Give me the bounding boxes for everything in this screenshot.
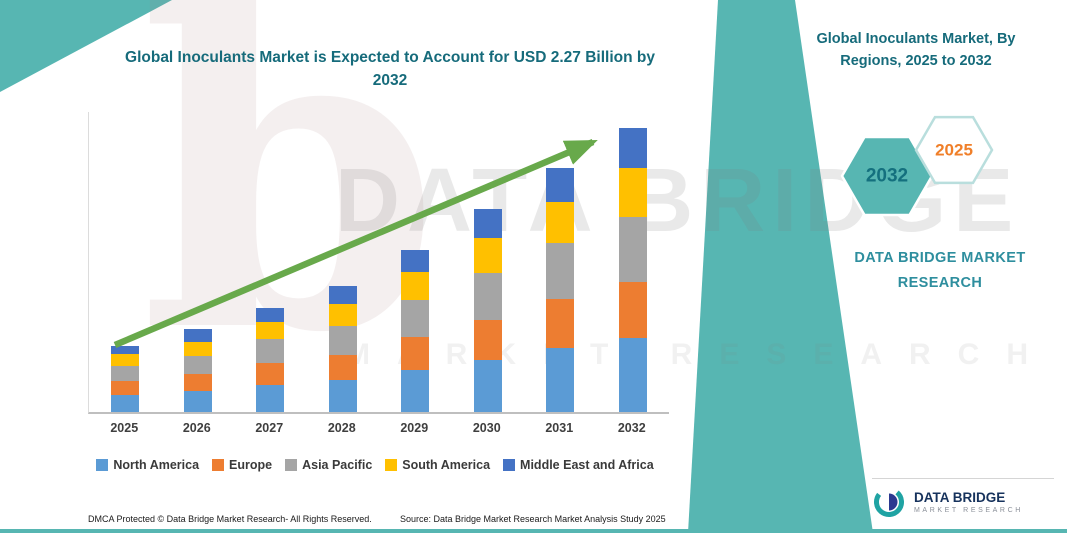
- bar-segment: [546, 168, 575, 202]
- bar-segment: [401, 337, 430, 370]
- legend-swatch: [503, 459, 516, 471]
- legend-item: Middle East and Africa: [503, 458, 654, 472]
- bar-column: [597, 128, 670, 412]
- bar-segment: [183, 329, 212, 342]
- bar-segment: [183, 374, 212, 391]
- bar-segment: [328, 379, 357, 412]
- bar-segment: [328, 285, 357, 305]
- bar-segment: [328, 325, 357, 355]
- brand-panel-text: DATA BRIDGE MARKET RESEARCH: [854, 250, 1026, 292]
- legend-swatch: [212, 459, 225, 471]
- bar-segment: [328, 354, 357, 380]
- bar-segment: [111, 394, 140, 412]
- x-axis-label: 2025: [110, 421, 139, 435]
- bar-segment: [473, 238, 502, 274]
- legend: North America Europe Asia Pacific South Ame…: [60, 458, 690, 472]
- x-axis-label: 2032: [617, 421, 646, 435]
- legend-label: Middle East and Africa: [520, 458, 654, 472]
- hexagon-2025-label: 2025: [935, 141, 973, 160]
- bar-segment: [401, 369, 430, 412]
- x-axis-label: 2028: [327, 421, 356, 435]
- logo-subtitle: MARKET RESEARCH: [914, 506, 1023, 514]
- x-axis-labels: 2025 2026 2027 2028 2029 2030 2031 2032: [88, 421, 668, 435]
- logo-text: DATA BRIDGE MARKET RESEARCH: [914, 490, 1023, 513]
- logo-mark-icon: [874, 487, 904, 517]
- year-hexagons: 2032 2025: [840, 115, 994, 217]
- bar-segment: [546, 243, 575, 300]
- x-axis-label: 2027: [255, 421, 284, 435]
- hexagon-2032-label: 2032: [866, 166, 908, 187]
- legend-swatch: [96, 459, 109, 471]
- bar-segment: [401, 272, 430, 300]
- bar-segment: [111, 380, 140, 395]
- legend-item: Europe: [212, 458, 272, 472]
- bar-segment: [473, 209, 502, 239]
- bar-segment: [111, 365, 140, 381]
- bar-column: [162, 329, 235, 412]
- bar-segment: [111, 345, 140, 355]
- legend-label: Europe: [229, 458, 273, 472]
- hexagon-2032: [840, 135, 934, 217]
- plot-area: [88, 112, 669, 414]
- bar-segment: [546, 201, 575, 244]
- x-axis-label: 2029: [400, 421, 429, 435]
- bar-column: [89, 345, 162, 412]
- bar-column: [307, 285, 380, 412]
- logo-title: DATA BRIDGE: [914, 490, 1006, 506]
- legend-swatch: [285, 459, 298, 471]
- legend-swatch: [385, 459, 398, 471]
- bar-segment: [473, 319, 502, 360]
- dmca-notice: DMCA Protected © Data Bridge Market Rese…: [88, 514, 372, 524]
- bar-segment: [183, 390, 212, 412]
- chart-title: Global Inoculants Market is Expected to …: [125, 49, 655, 90]
- legend-item: North America: [96, 458, 199, 472]
- bar-segment: [618, 128, 647, 169]
- company-logo: DATA BRIDGE MARKET RESEARCH: [872, 478, 1054, 519]
- x-axis-label: 2030: [472, 421, 501, 435]
- legend-label: South America: [402, 458, 491, 472]
- bar-segment: [473, 273, 502, 320]
- bottom-border-bar: [0, 529, 1067, 533]
- right-panel-title: Global Inoculants Market, By Regions, 20…: [816, 31, 1016, 70]
- bar-segment: [618, 216, 647, 282]
- bar-segment: [183, 341, 212, 356]
- legend-item: Asia Pacific: [285, 458, 372, 472]
- bar-column: [234, 308, 307, 412]
- bar-segment: [256, 321, 285, 340]
- legend-item: South America: [385, 458, 490, 472]
- bar-segment: [546, 348, 575, 412]
- legend-label: North America: [113, 458, 200, 472]
- source-note: Source: Data Bridge Market Research Mark…: [400, 514, 666, 524]
- bar-segment: [183, 355, 212, 375]
- x-axis-label: 2031: [545, 421, 574, 435]
- bar-segment: [618, 281, 647, 339]
- bar-segment: [111, 354, 140, 366]
- bar-column: [379, 249, 452, 412]
- bar-column: [524, 168, 597, 412]
- x-axis-label: 2026: [182, 421, 211, 435]
- hexagon-2025: [914, 115, 994, 185]
- bar-segment: [328, 304, 357, 326]
- bar-segment: [256, 363, 285, 385]
- bar-segment: [401, 249, 430, 272]
- bar-segment: [256, 384, 285, 412]
- legend-label: Asia Pacific: [302, 458, 373, 472]
- bar-segment: [256, 339, 285, 364]
- bar-segment: [256, 308, 285, 322]
- bar-segment: [546, 299, 575, 349]
- bar-segment: [401, 299, 430, 337]
- bar-segment: [618, 168, 647, 217]
- bar-segment: [473, 359, 502, 412]
- bar-column: [452, 209, 525, 412]
- stacked-bar-chart: 2025 2026 2027 2028 2029 2030 2031 2032: [88, 112, 669, 435]
- bar-segment: [618, 338, 647, 412]
